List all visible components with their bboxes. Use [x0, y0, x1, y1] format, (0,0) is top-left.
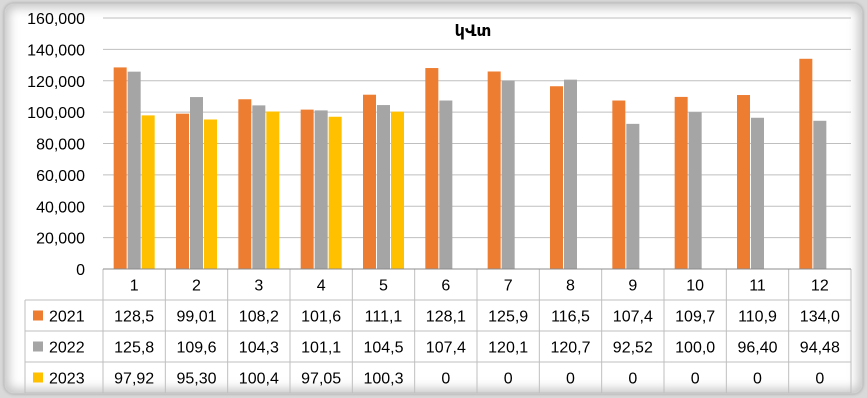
table-cell: 97,05 — [301, 371, 341, 388]
table-cell: 128,5 — [114, 309, 154, 326]
table-cell: 97,92 — [114, 371, 154, 388]
bar-2023-4 — [328, 116, 342, 270]
table-cell: 100,0 — [675, 340, 715, 357]
y-tick-label: 80,000 — [36, 137, 85, 154]
table-cell: 92,52 — [613, 340, 653, 357]
bar-2021-12 — [799, 58, 813, 269]
table-cell: 108,2 — [239, 309, 279, 326]
table-cell: 120,7 — [550, 340, 590, 357]
table-cell: 100,3 — [363, 371, 403, 388]
table-cell: 0 — [753, 371, 762, 388]
legend-key-2021 — [33, 310, 43, 321]
y-tick-label: 160,000 — [27, 11, 85, 28]
bar-2022-7 — [501, 80, 515, 269]
bar-2022-10 — [688, 112, 702, 269]
y-tick-label: 60,000 — [36, 168, 85, 185]
bar-2021-5 — [363, 94, 376, 269]
x-tick-label: 10 — [686, 278, 704, 295]
table-cell: 0 — [815, 371, 824, 388]
table-cell: 0 — [504, 371, 513, 388]
legend-label-2021: 2021 — [49, 309, 85, 326]
bar-2022-12 — [813, 120, 827, 269]
table-cell: 0 — [628, 371, 637, 388]
bars — [113, 58, 827, 270]
bar-2023-2 — [204, 119, 217, 269]
legend-key-2023 — [33, 372, 43, 383]
chart-title: կՎտ — [455, 23, 492, 40]
x-tick-label: 1 — [130, 278, 139, 295]
table-cell: 94,48 — [800, 340, 840, 357]
y-tick-label: 40,000 — [36, 199, 85, 216]
bar-2021-8 — [550, 86, 563, 269]
bar-2021-11 — [737, 95, 750, 269]
bar-2022-4 — [314, 110, 328, 269]
table-cell: 107,4 — [426, 340, 466, 357]
bar-2022-2 — [190, 97, 203, 269]
table-cell: 125,8 — [114, 340, 154, 357]
bar-2022-8 — [564, 79, 577, 269]
table-cell: 109,6 — [176, 340, 216, 357]
bar-2022-5 — [377, 105, 390, 269]
x-tick-label: 5 — [379, 278, 388, 295]
gridlines — [103, 17, 851, 270]
bar-2022-6 — [439, 100, 453, 269]
table-cell: 116,5 — [551, 309, 590, 326]
y-tick-label: 100,000 — [27, 105, 85, 122]
y-tick-label: 0 — [76, 262, 85, 279]
y-tick-label: 140,000 — [27, 42, 85, 59]
bar-2023-5 — [391, 111, 404, 269]
x-tick-label: 9 — [628, 278, 637, 295]
table-cell: 104,5 — [363, 340, 403, 357]
table-cell: 96,40 — [737, 340, 777, 357]
y-tick-label: 20,000 — [36, 231, 85, 248]
table-cell: 134,0 — [800, 309, 840, 326]
bar-2021-9 — [612, 100, 626, 269]
table-cell: 111,1 — [365, 309, 403, 326]
bar-2023-3 — [266, 111, 280, 269]
table-cell: 95,30 — [176, 371, 216, 388]
bar-chart: 020,00040,00060,00080,000100,000120,0001… — [24, 11, 852, 393]
x-tick-label: 3 — [254, 278, 263, 295]
x-tick-label: 7 — [504, 278, 513, 295]
x-tick-label: 4 — [317, 278, 326, 295]
bar-2021-2 — [176, 113, 189, 269]
legend-label-2022: 2022 — [49, 340, 85, 357]
bar-2022-11 — [751, 117, 764, 270]
bar-2021-10 — [674, 96, 688, 269]
table-cell: 125,9 — [488, 309, 528, 326]
bar-2021-3 — [238, 99, 252, 269]
y-tick-label: 120,000 — [27, 74, 85, 91]
table-cell: 120,1 — [488, 340, 528, 357]
x-tick-label: 12 — [811, 278, 829, 295]
table-cell: 101,1 — [301, 340, 341, 357]
table-cell: 0 — [566, 371, 575, 388]
bar-2021-6 — [425, 68, 439, 269]
y-axis-ticks: 0 20,000 40,000 60,000 80,000 100,000 120,000 1… — [27, 11, 85, 279]
bar-2022-9 — [626, 123, 640, 269]
bar-2021-1 — [113, 67, 127, 270]
x-tick-label: 6 — [441, 278, 450, 295]
table-cell: 128,1 — [426, 309, 466, 326]
legend-key-2022 — [33, 341, 43, 352]
bar-2021-4 — [300, 109, 314, 270]
bar-2021-7 — [487, 71, 501, 269]
table-cell: 110,9 — [738, 309, 777, 326]
bar-2022-3 — [252, 105, 266, 270]
table-cell: 107,4 — [613, 309, 653, 326]
x-tick-label: 2 — [192, 278, 201, 295]
table-cell: 101,6 — [301, 309, 341, 326]
legend-label-2023: 2023 — [49, 371, 85, 388]
table-cell: 109,7 — [675, 309, 715, 326]
x-tick-label: 8 — [566, 278, 575, 295]
table-cell: 0 — [441, 371, 450, 388]
table-cell: 0 — [691, 371, 700, 388]
bar-2023-1 — [141, 115, 155, 269]
table-cell: 99,01 — [176, 309, 216, 326]
table-cell: 104,3 — [239, 340, 279, 357]
table-cell: 100,4 — [239, 371, 279, 388]
chart-frame: 0 20,000 40,000 60,000 80,000 100,000 120,000 1… — [4, 3, 863, 394]
x-tick-label: 11 — [749, 278, 766, 295]
bar-2022-1 — [127, 71, 141, 270]
